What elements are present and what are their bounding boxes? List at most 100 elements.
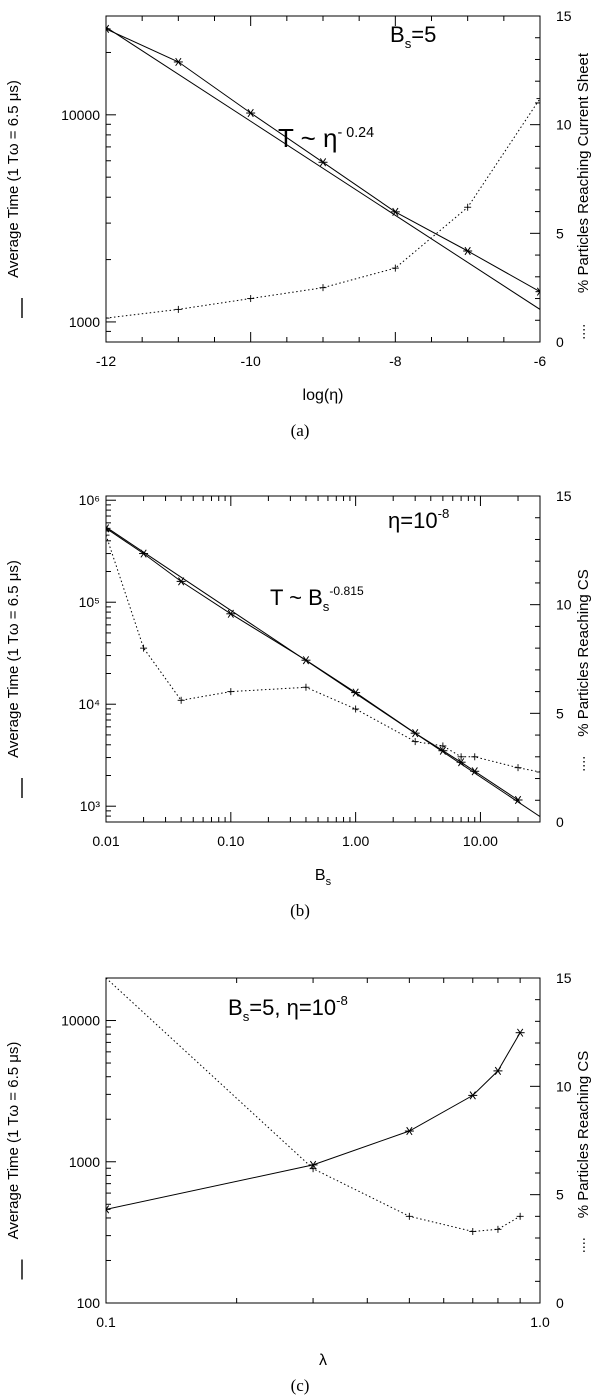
series-group	[106, 24, 540, 322]
y-axis-label: Average Time (1 Tω = 6.5 μs)	[5, 560, 22, 758]
annotation-label: Bs=5, η=10-8	[228, 993, 348, 1024]
plus-marker	[177, 696, 185, 704]
fit-label: T ~ Bs-0.815	[270, 584, 364, 614]
x-tick-label: 0.1	[96, 1314, 116, 1330]
fit-label-base: T ~ η	[278, 123, 338, 153]
plus-marker	[469, 1228, 477, 1235]
series-group	[106, 978, 525, 1235]
plot-frame	[105, 977, 541, 1304]
x-tick-label: -10	[241, 353, 261, 369]
asterisk-marker	[515, 1028, 525, 1037]
y2-tick-label: 5	[556, 225, 564, 241]
plus-marker	[174, 305, 182, 313]
x-tick-label: 10.00	[463, 833, 498, 849]
annotation-label: η=10-8	[388, 506, 449, 533]
plus-marker	[471, 753, 479, 761]
plus-marker	[309, 1165, 317, 1173]
asterisk-marker	[535, 287, 540, 296]
annotation-sub: s	[243, 1009, 250, 1024]
annotation-rest: =5, η=10	[249, 995, 336, 1020]
plus-marker	[106, 978, 110, 982]
y-axis-label: Average Time (1 Tω = 6.5 μs)	[5, 80, 22, 278]
x-tick-label: -6	[534, 353, 547, 369]
annotation-sub: s	[405, 36, 412, 51]
plus-marker	[140, 644, 148, 652]
y2-tick-label: 15	[556, 8, 572, 24]
plus-marker	[405, 1212, 413, 1220]
time-series-line	[106, 28, 540, 293]
plus-marker	[514, 764, 522, 772]
y2-tick-label: 0	[556, 814, 564, 830]
time-series-line	[106, 1032, 521, 1210]
plus-marker	[536, 768, 540, 776]
fit-label: T ~ η- 0.24	[278, 123, 374, 153]
plus-marker	[439, 742, 447, 750]
annotation-sup: -8	[438, 506, 450, 521]
asterisk-marker	[404, 1126, 414, 1136]
plus-marker	[391, 264, 399, 272]
y-tick-label: 10⁴	[78, 696, 100, 712]
panel-a: -12 -10 -8 -6 1000 10000 0 5 10 15 Bs=5 T ~ η- 0.24…	[5, 8, 592, 440]
asterisk-marker	[106, 524, 111, 533]
plus-marker	[411, 738, 419, 746]
plus-marker	[319, 284, 327, 292]
panel-caption: (b)	[290, 901, 310, 920]
y-tick-label: 10000	[61, 1013, 100, 1029]
y2-tick-label: 10	[556, 117, 572, 133]
fit-label-exp: -0.815	[329, 584, 364, 598]
plus-marker	[247, 295, 255, 303]
y2-tick-label: 15	[556, 970, 572, 986]
annotation-main: B	[228, 995, 243, 1020]
plus-marker	[494, 1225, 502, 1233]
annotation-main: B	[390, 22, 405, 47]
y-tick-label: 10⁶	[79, 492, 100, 508]
fit-line	[106, 526, 540, 818]
panel-caption: (c)	[291, 1376, 310, 1395]
plus-marker	[106, 314, 110, 322]
y2-tick-label: 5	[556, 705, 564, 721]
y-tick-label: 10000	[61, 107, 100, 123]
plus-marker	[302, 683, 310, 691]
y-tick-label: 1000	[69, 1154, 100, 1170]
y-tick-label: 10³	[80, 798, 101, 814]
x-tick-label: 1.00	[342, 833, 369, 849]
y2-axis-label: % Particles Reaching CS	[575, 1051, 592, 1219]
asterisk-marker	[106, 1205, 111, 1214]
y-tick-label: 10⁵	[79, 594, 100, 610]
y2-tick-label: 0	[556, 334, 564, 350]
annotation-label: Bs=5	[390, 22, 436, 51]
fit-line	[106, 26, 540, 310]
asterisk-marker	[308, 1160, 318, 1170]
plus-marker	[464, 203, 472, 211]
y2-axis-label: % Particles Reaching Current Sheet	[575, 52, 592, 293]
plus-marker	[516, 1212, 524, 1220]
y2-tick-label: 10	[556, 597, 572, 613]
x-tick-label: 0.01	[92, 833, 119, 849]
plus-marker	[457, 753, 465, 761]
plus-marker	[227, 688, 235, 696]
x-tick-label: -12	[96, 353, 116, 369]
asterisk-marker	[226, 609, 236, 618]
series-group	[106, 524, 540, 818]
plus-marker	[106, 531, 110, 539]
plot-frame	[105, 15, 541, 343]
plot-frame	[105, 495, 541, 823]
asterisk-marker	[318, 158, 328, 167]
y2-tick-label: 10	[556, 1078, 572, 1094]
asterisk-marker	[246, 108, 256, 118]
x-tick-label: 1.0	[530, 1314, 550, 1330]
annotation-main: η=10	[388, 508, 438, 533]
asterisk-marker	[173, 57, 183, 67]
asterisk-marker	[468, 1091, 478, 1100]
x-axis-label: Bs	[315, 867, 332, 888]
y-tick-label: 100	[77, 1295, 101, 1311]
y2-tick-label: 0	[556, 1295, 564, 1311]
fit-label-exp: - 0.24	[338, 125, 375, 141]
y2-tick-label: 15	[556, 488, 572, 504]
panel-c: 0.1 1.0 100 1000 10000 0 5 10 15 Bs=5, η=10-8 λ Ave…	[5, 970, 592, 1395]
asterisk-marker	[493, 1066, 503, 1075]
panel-b: 0.01 0.10 1.00 10.0010³10⁴10⁵10⁶051015η=10-…	[5, 488, 592, 920]
x-axis-label: λ	[319, 1352, 327, 1369]
y2-tick-label: 5	[556, 1187, 564, 1203]
